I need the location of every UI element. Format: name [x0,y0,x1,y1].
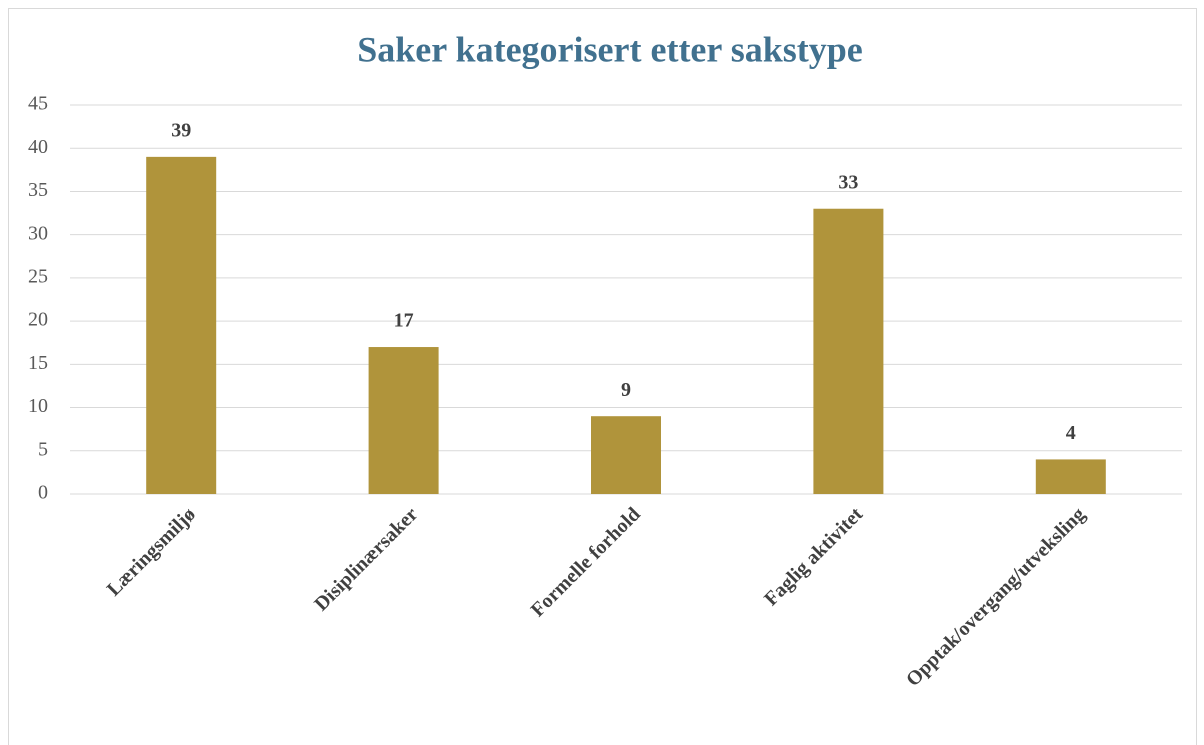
y-tick-label: 10 [28,395,48,417]
bar [813,208,884,494]
data-label: 4 [1066,422,1076,444]
data-label: 33 [838,171,858,193]
y-tick-label: 5 [38,438,48,460]
y-tick-label: 35 [28,179,48,201]
y-tick-label: 15 [28,352,48,374]
y-tick-label: 0 [38,482,48,504]
chart-title: Saker kategorisert etter sakstype [357,29,863,69]
data-label: 9 [621,379,631,401]
data-label: 17 [394,310,414,332]
y-tick-label: 20 [28,309,48,331]
y-tick-label: 45 [28,93,48,115]
bar [146,156,217,494]
bar [1035,459,1106,494]
y-tick-label: 25 [28,265,48,287]
y-tick-label: 30 [28,222,48,244]
bar [591,416,661,494]
data-label: 39 [171,119,191,141]
bar [368,347,439,494]
y-tick-label: 40 [28,136,48,158]
